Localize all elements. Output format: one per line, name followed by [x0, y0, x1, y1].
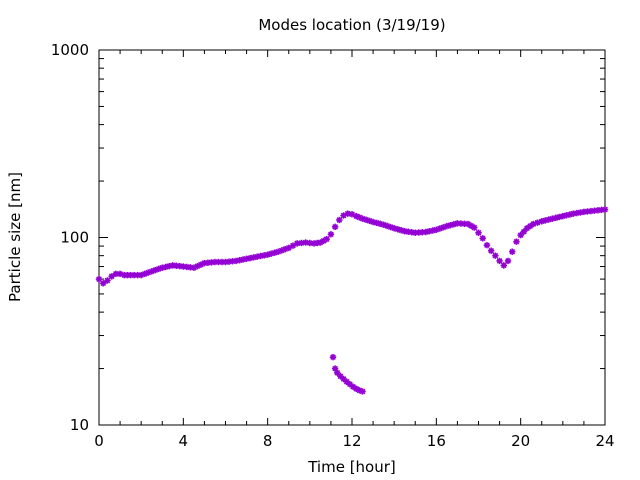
data-point	[440, 224, 447, 231]
x-tick-label: 20	[511, 432, 530, 450]
x-tick-label: 12	[342, 432, 361, 450]
data-point	[487, 247, 495, 254]
x-axis-title: Time [hour]	[307, 458, 396, 476]
data-point	[108, 273, 115, 280]
data-point	[471, 224, 478, 231]
x-tick-label: 4	[179, 432, 189, 450]
data-point	[483, 241, 491, 249]
data-point	[492, 252, 499, 259]
data-point	[336, 216, 343, 224]
y-tick-label: 1000	[51, 41, 89, 59]
chart-title: Modes location (3/19/19)	[258, 16, 445, 34]
plot-frame	[98, 49, 606, 426]
data-point	[331, 223, 339, 231]
data-point	[323, 235, 330, 243]
data-point	[509, 248, 516, 255]
y-tick-label: 10	[70, 416, 89, 434]
data-point	[100, 280, 107, 287]
y-tick-label: 100	[60, 229, 89, 247]
data-point	[293, 240, 301, 247]
data-point	[504, 257, 512, 265]
y-axis: 10 100 1000	[51, 41, 605, 434]
data-point	[329, 353, 337, 361]
data-point	[496, 257, 503, 265]
y-axis-title: Particle size [nm]	[6, 172, 24, 302]
x-tick-label: 24	[595, 432, 614, 450]
data-point	[601, 206, 609, 213]
x-tick-label: 0	[94, 432, 104, 450]
x-tick-label: 16	[427, 432, 446, 450]
data-point	[359, 388, 366, 395]
data-series	[95, 206, 609, 395]
data-point	[513, 238, 520, 245]
data-point	[475, 229, 482, 236]
data-point	[479, 235, 486, 242]
x-axis: 0 4 8 12 16 20 24	[94, 50, 615, 450]
x-tick-label: 8	[263, 432, 273, 450]
data-point	[104, 277, 111, 284]
data-point	[500, 262, 507, 269]
plot-area	[98, 49, 606, 426]
data-point	[327, 231, 335, 238]
data-point	[95, 275, 103, 283]
